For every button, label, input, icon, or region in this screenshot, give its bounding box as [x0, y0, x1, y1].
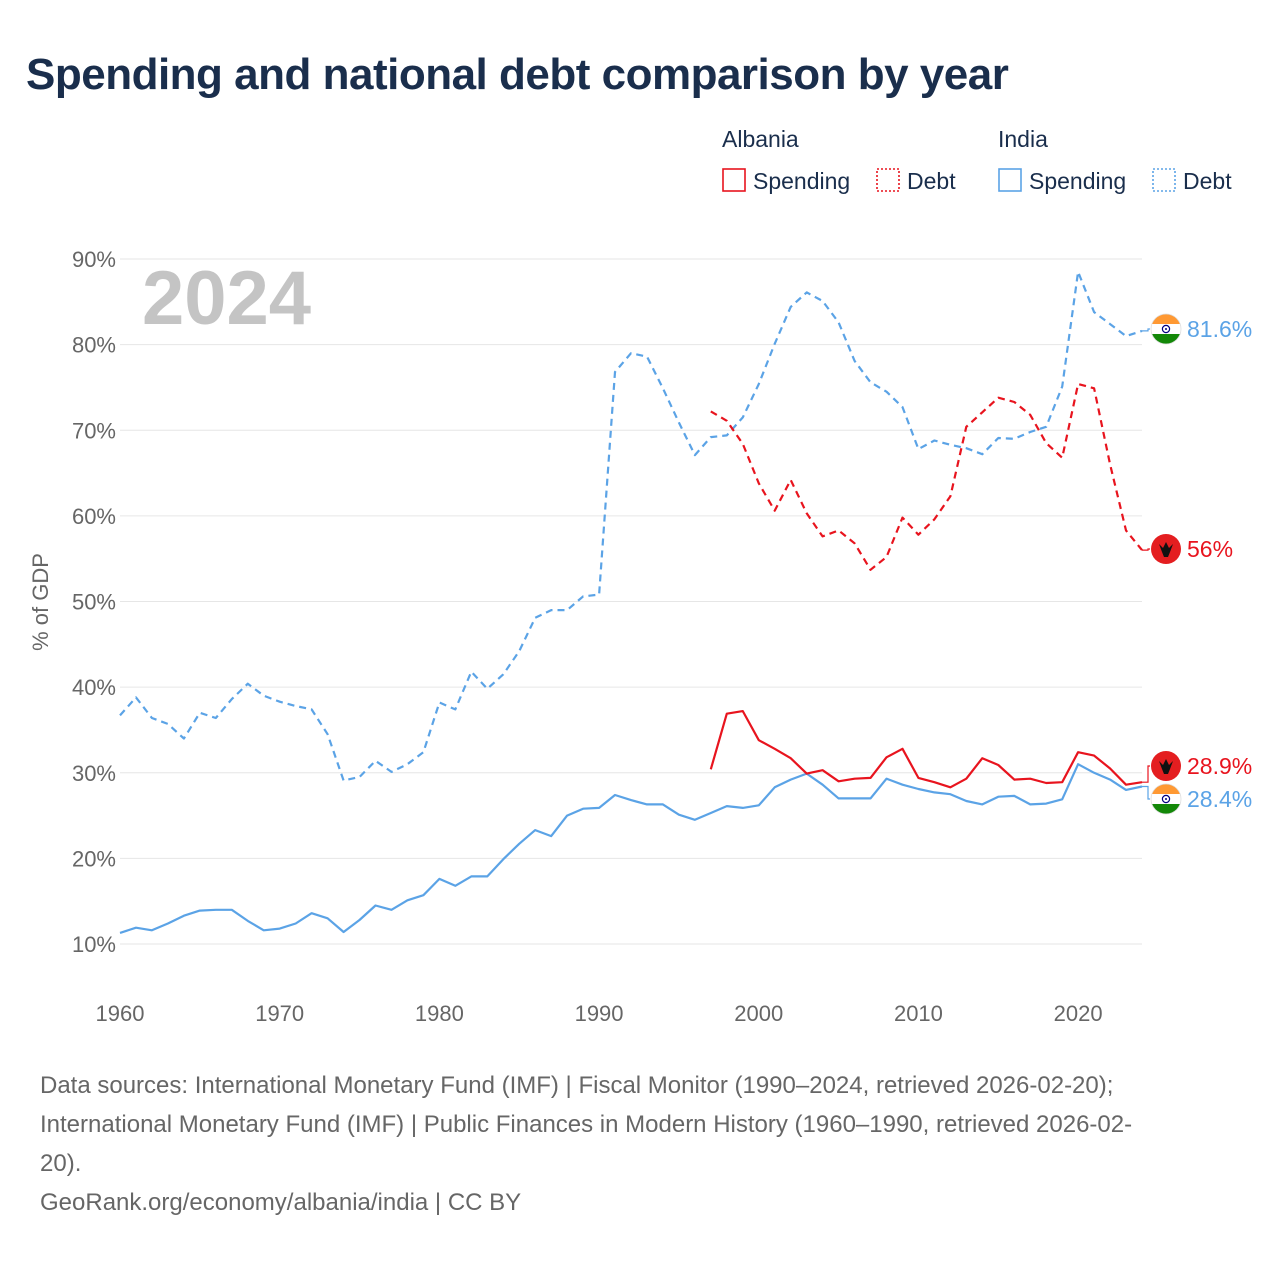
year-watermark: 2024 [142, 256, 311, 341]
end-label-leader-albania-debt [1142, 548, 1150, 551]
y-tick-label-40: 40% [72, 675, 116, 700]
legend-swatch-india-debt [1152, 168, 1176, 192]
series-line-albania-debt [710, 382, 1143, 571]
y-axis-ticks: 10% 20% 30% 40% 50% 60% 70% 80% 90% [72, 247, 116, 957]
india-flag-icon [1150, 783, 1182, 815]
y-tick-label-30: 30% [72, 761, 116, 786]
end-label-leader-albania-spending [1142, 765, 1150, 783]
y-tick-label-10: 10% [72, 932, 116, 957]
legend: Albania Spending Debt India Spending Debt [722, 126, 1232, 194]
legend-label-india-debt: Debt [1183, 168, 1232, 194]
legend-country-albania: Albania [722, 126, 799, 152]
legend-swatch-albania-debt [876, 168, 900, 192]
legend-label-albania-debt: Debt [907, 168, 956, 194]
india-flag-icon [1150, 313, 1182, 345]
x-tick-label-1970: 1970 [255, 1001, 304, 1026]
legend-label-india-spending: Spending [1029, 168, 1126, 194]
end-label-leader-india-spending [1142, 785, 1150, 800]
x-tick-label-1990: 1990 [575, 1001, 624, 1026]
y-axis-label: % of GDP [28, 553, 53, 651]
end-label-india-spending: 28.4% [1187, 786, 1252, 812]
x-tick-label-2020: 2020 [1054, 1001, 1103, 1026]
end-label-india-debt: 81.6% [1187, 316, 1252, 342]
y-tick-label-70: 70% [72, 418, 116, 443]
x-tick-label-2010: 2010 [894, 1001, 943, 1026]
series-lines [119, 270, 1143, 934]
y-tick-label-20: 20% [72, 846, 116, 871]
end-label-leader-india-debt [1142, 328, 1150, 332]
legend-country-india: India [998, 126, 1048, 152]
source-line-2: International Monetary Fund (IMF) | Publ… [40, 1111, 1133, 1138]
end-labels: 81.6% 56% 28.9% 28.4% [1142, 313, 1252, 815]
y-tick-label-50: 50% [72, 590, 116, 615]
legend-swatch-albania-spending [722, 168, 746, 192]
source-line-1: Data sources: International Monetary Fun… [40, 1072, 1114, 1099]
x-tick-label-1960: 1960 [96, 1001, 145, 1026]
grid [120, 258, 1142, 945]
legend-label-albania-spending: Spending [753, 168, 850, 194]
x-tick-label-1980: 1980 [415, 1001, 464, 1026]
x-tick-label-2000: 2000 [734, 1001, 783, 1026]
y-tick-label-90: 90% [72, 247, 116, 272]
series-line-india-spending [119, 763, 1143, 934]
end-label-albania-debt: 56% [1187, 536, 1233, 562]
series-line-albania-spending [709, 709, 1143, 789]
legend-swatch-india-spending [998, 168, 1022, 192]
series-line-india-debt [119, 270, 1143, 782]
x-axis-ticks: 1960 1970 1980 1990 2000 2010 2020 [96, 1001, 1103, 1026]
end-label-albania-spending: 28.9% [1187, 753, 1252, 779]
albania-flag-icon [1151, 751, 1181, 781]
line-chart: 10% 20% 30% 40% 50% 60% 70% 80% 90% 1960 1970 1980… [28, 126, 1252, 1026]
credit-line[interactable]: GeoRank.org/economy/albania/india | CC B… [40, 1189, 522, 1216]
y-tick-label-60: 60% [72, 504, 116, 529]
source-line-3: 20). [40, 1150, 82, 1177]
source-notes: Data sources: International Monetary Fun… [40, 1066, 1240, 1222]
chart-title: Spending and national debt comparison by… [26, 50, 1009, 99]
y-tick-label-80: 80% [72, 333, 116, 358]
albania-flag-icon [1151, 534, 1181, 564]
